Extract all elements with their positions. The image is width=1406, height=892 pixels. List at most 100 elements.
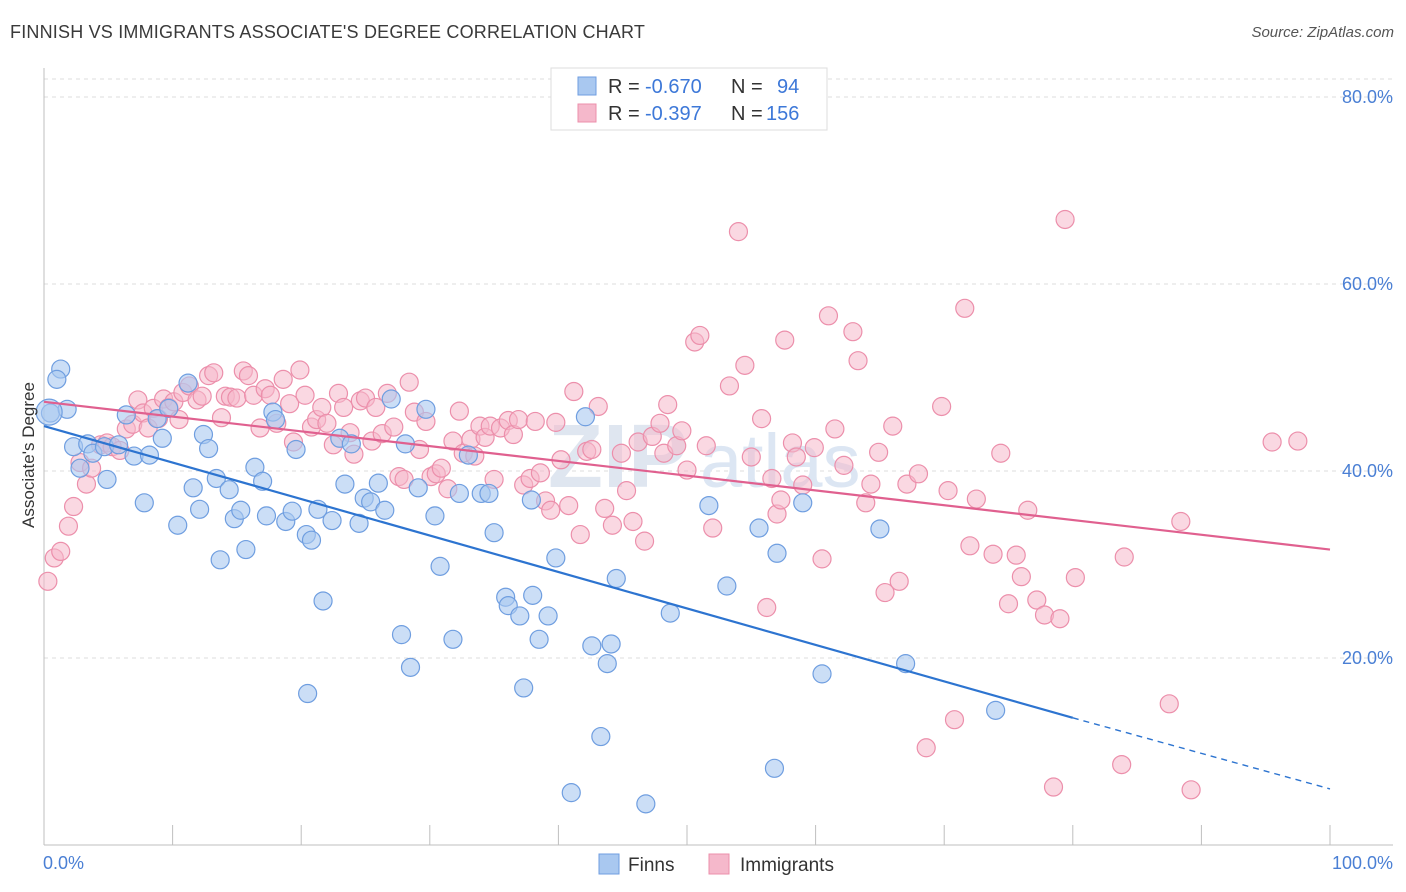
finns-point-60 bbox=[449, 483, 469, 504]
immigrants-point-131 bbox=[818, 306, 839, 326]
immigrants-point-160 bbox=[1050, 609, 1070, 629]
finns-point-84 bbox=[717, 576, 737, 596]
axes bbox=[43, 68, 1393, 846]
immigrants-point-108 bbox=[658, 395, 678, 415]
immigrants-point-44 bbox=[295, 385, 315, 405]
immigrants-point-62 bbox=[394, 469, 414, 490]
immigrants-point-128 bbox=[793, 475, 813, 495]
immigrants-point-162 bbox=[1065, 567, 1085, 588]
immigrants-point-135 bbox=[848, 351, 868, 371]
finns-points bbox=[35, 359, 1006, 814]
finns-point-23 bbox=[199, 438, 219, 459]
immigrants-point-121 bbox=[757, 597, 777, 618]
immigrants-point-72 bbox=[449, 401, 469, 421]
immigrants-point-41 bbox=[280, 394, 300, 414]
finns-point-large bbox=[35, 398, 63, 426]
finns-point-68 bbox=[514, 678, 534, 698]
immigrants-point-86 bbox=[525, 411, 545, 432]
immigrants-point-102 bbox=[623, 511, 643, 532]
immigrants-point-120 bbox=[751, 409, 772, 429]
source-label: Source: ZipAtlas.com bbox=[1251, 24, 1394, 41]
immigrants-point-92 bbox=[559, 495, 579, 516]
finns-point-49 bbox=[368, 473, 388, 493]
immigrants-point-137 bbox=[861, 474, 881, 494]
finns-point-50 bbox=[375, 500, 395, 520]
immigrants-point-147 bbox=[944, 710, 965, 730]
finns-point-37 bbox=[286, 439, 306, 460]
bottom-legend-immigrants-swatch bbox=[708, 853, 730, 875]
immigrants-point-139 bbox=[875, 582, 895, 603]
finns-point-79 bbox=[601, 634, 621, 654]
immigrants-point-130 bbox=[812, 549, 832, 569]
immigrants-point-146 bbox=[938, 481, 958, 501]
finns-point-72 bbox=[538, 606, 558, 626]
finns-point-52 bbox=[391, 625, 412, 645]
finns-point-26 bbox=[219, 480, 239, 500]
finns-point-92 bbox=[986, 700, 1006, 720]
immigrants-point-136 bbox=[856, 493, 876, 513]
finns-point-81 bbox=[636, 794, 656, 814]
finns-point-82 bbox=[660, 603, 680, 623]
finns-point-56 bbox=[416, 399, 436, 419]
finns-point-58 bbox=[430, 556, 450, 576]
finns-point-3 bbox=[47, 369, 67, 389]
immigrants-point-138 bbox=[869, 442, 889, 462]
immigrants-point-115 bbox=[703, 518, 723, 538]
x-tick-label-max: 100.0% bbox=[1332, 853, 1393, 873]
immigrants-point-140 bbox=[883, 416, 903, 436]
immigrants-point-94 bbox=[570, 524, 590, 545]
immigrants-point-43 bbox=[290, 360, 310, 380]
bottom-legend-finns-label: Finns bbox=[628, 855, 674, 876]
legend-immigrants-n-label: N = bbox=[731, 103, 763, 125]
finns-point-5 bbox=[70, 458, 90, 478]
finns-point-45 bbox=[341, 434, 361, 454]
y-axis-title: Associate's Degree bbox=[19, 382, 38, 528]
finns-point-73 bbox=[546, 548, 566, 568]
finns-point-64 bbox=[484, 523, 504, 543]
finns-point-41 bbox=[313, 591, 333, 611]
finns-point-87 bbox=[767, 543, 787, 563]
immigrants-point-155 bbox=[1011, 567, 1031, 587]
finns-point-54 bbox=[400, 657, 421, 677]
immigrants-point-99 bbox=[602, 515, 623, 535]
finns-point-51 bbox=[381, 389, 401, 409]
immigrants-point-154 bbox=[1006, 545, 1026, 565]
immigrants-point-153 bbox=[998, 594, 1019, 614]
finns-point-57 bbox=[425, 506, 445, 526]
immigrants-points bbox=[38, 209, 1308, 800]
finns-point-39 bbox=[301, 530, 322, 550]
finns-point-74 bbox=[561, 783, 581, 803]
immigrants-point-87 bbox=[530, 463, 550, 483]
immigrants-point-28 bbox=[204, 363, 224, 383]
immigrants-point-101 bbox=[616, 481, 637, 501]
immigrants-point-117 bbox=[728, 222, 749, 242]
immigrants-point-127 bbox=[786, 447, 806, 467]
finns-point-28 bbox=[231, 500, 251, 520]
immigrants-point-167 bbox=[1181, 780, 1201, 800]
trend-lines bbox=[43, 400, 1331, 790]
finns-point-9 bbox=[97, 469, 117, 490]
finns-point-88 bbox=[793, 493, 813, 513]
finns-point-32 bbox=[256, 506, 277, 526]
immigrants-point-93 bbox=[564, 381, 584, 402]
finns-point-19 bbox=[178, 373, 198, 393]
finns-point-83 bbox=[699, 495, 719, 516]
immigrants-point-38 bbox=[260, 385, 280, 405]
immigrants-point-133 bbox=[834, 455, 854, 475]
finns-point-42 bbox=[322, 510, 342, 531]
immigrants-point-96 bbox=[582, 439, 602, 460]
immigrants-point-129 bbox=[804, 438, 824, 458]
immigrants-point-40 bbox=[273, 369, 293, 389]
finns-point-71 bbox=[529, 629, 549, 649]
finns-point-93 bbox=[298, 683, 318, 704]
finns-point-29 bbox=[236, 539, 256, 560]
immigrants-point-98 bbox=[595, 498, 615, 518]
finns-point-17 bbox=[159, 398, 179, 418]
finns-point-13 bbox=[134, 493, 154, 513]
immigrants-trend-line bbox=[43, 400, 1331, 551]
finns-point-59 bbox=[443, 629, 463, 649]
finns-point-44 bbox=[335, 474, 355, 494]
y-tick-label-0: 80.0% bbox=[1342, 87, 1393, 107]
immigrants-point-125 bbox=[775, 330, 795, 350]
finns-point-63 bbox=[479, 483, 499, 504]
